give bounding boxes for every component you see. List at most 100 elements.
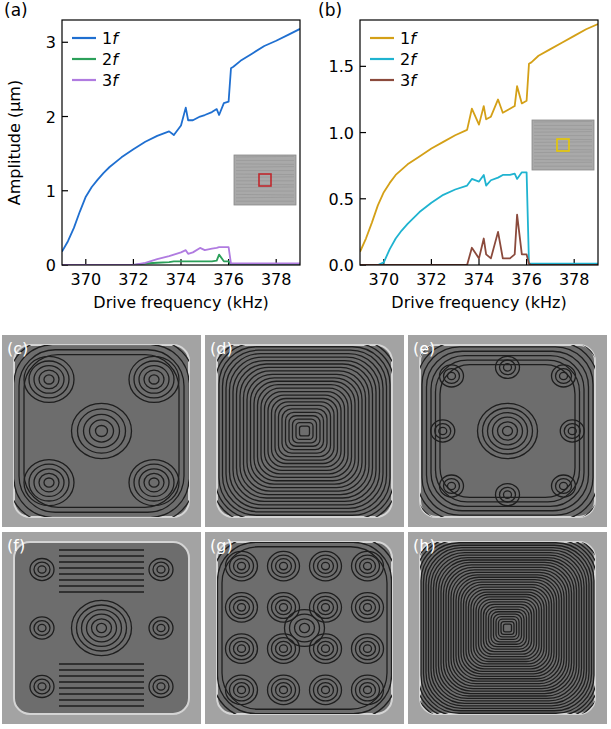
inset-texture	[236, 156, 294, 158]
fringes	[217, 345, 392, 517]
fringe	[494, 614, 522, 642]
fringe	[157, 624, 165, 631]
fringe	[39, 370, 59, 388]
y-tick-label: 1.0	[329, 124, 354, 143]
fringe	[431, 420, 455, 442]
fringe	[38, 683, 46, 690]
fringe	[295, 619, 315, 637]
fringe	[59, 573, 144, 574]
fringe	[360, 600, 376, 615]
fringe	[552, 365, 576, 387]
membrane	[14, 345, 189, 517]
fringe	[364, 562, 372, 569]
fringe	[149, 675, 173, 697]
y-tick	[360, 132, 366, 133]
fringe	[30, 617, 54, 639]
fringe	[219, 347, 390, 515]
fringe	[30, 558, 54, 580]
inset-texture	[236, 201, 294, 202]
fringe	[59, 567, 144, 568]
fringe	[500, 487, 516, 502]
inset-texture	[236, 180, 294, 181]
plot-lines	[360, 24, 598, 265]
fringe	[318, 600, 334, 615]
fringe	[314, 555, 338, 577]
fringe	[420, 542, 595, 714]
membrane	[420, 345, 595, 517]
x-tick-label: 376	[213, 270, 244, 289]
fringe	[356, 555, 380, 577]
fringe	[261, 388, 348, 474]
fringe	[234, 683, 250, 698]
fringe	[424, 545, 592, 711]
y-tick	[360, 198, 366, 199]
fringe	[314, 596, 338, 618]
fringe	[275, 402, 334, 460]
fringe	[440, 365, 464, 387]
inset-texture	[236, 197, 294, 199]
fringe	[420, 542, 595, 714]
x-axis-title: Drive frequency (kHz)	[391, 293, 566, 312]
fringe	[29, 361, 69, 398]
fringe	[268, 551, 300, 580]
fringe	[59, 555, 144, 556]
fringe	[234, 641, 250, 656]
fringe	[34, 562, 50, 577]
fringe	[356, 596, 380, 618]
fringe	[59, 687, 144, 688]
fringe	[474, 594, 542, 661]
fringe	[149, 558, 173, 580]
fringe	[300, 623, 310, 632]
image-background	[408, 335, 607, 527]
fringe	[157, 566, 165, 573]
fringe	[34, 679, 50, 694]
fringe	[352, 551, 384, 580]
fringe	[149, 617, 173, 639]
panel-label: (b)	[318, 0, 342, 20]
fringe	[34, 621, 50, 636]
fringe	[30, 675, 54, 697]
y-tick-label: 1	[46, 182, 56, 201]
fringe	[222, 547, 387, 709]
panel-label: (c)	[7, 339, 28, 358]
fringe	[427, 351, 589, 511]
fringe	[254, 381, 355, 481]
fringe	[87, 614, 117, 642]
fringe	[560, 420, 584, 442]
fringe	[39, 473, 59, 491]
x-tick	[478, 259, 479, 265]
fringe	[153, 621, 169, 636]
fringe	[364, 686, 372, 693]
legend-label: 1f	[102, 29, 120, 48]
inset-texture	[236, 170, 294, 171]
panel-label: (e)	[413, 339, 435, 358]
fringe	[564, 424, 580, 439]
panel-label: (g)	[210, 536, 233, 555]
fringe	[149, 375, 159, 384]
fringe	[440, 475, 464, 497]
plot-frame	[360, 20, 598, 265]
fringe	[498, 422, 518, 440]
inset-texture	[236, 184, 294, 186]
fringe	[322, 686, 330, 693]
inset-texture	[236, 160, 294, 161]
x-tick-label: 376	[511, 270, 542, 289]
fringe	[552, 475, 576, 497]
legend-key	[370, 79, 394, 81]
fringe	[14, 345, 189, 517]
fringe	[233, 361, 376, 502]
fringe	[90, 420, 114, 442]
fringe	[504, 624, 512, 632]
fringe	[421, 543, 594, 713]
panel-label: (h)	[413, 536, 436, 555]
fringe	[19, 350, 184, 512]
fringe	[290, 614, 320, 642]
fringe	[272, 638, 296, 660]
legend-label: 3f	[102, 71, 120, 90]
fringe	[420, 345, 595, 517]
y-tick-label: 2	[46, 108, 56, 127]
series-line	[360, 172, 598, 265]
fringe	[493, 417, 523, 445]
fringe	[72, 600, 132, 655]
fringe	[234, 559, 250, 574]
